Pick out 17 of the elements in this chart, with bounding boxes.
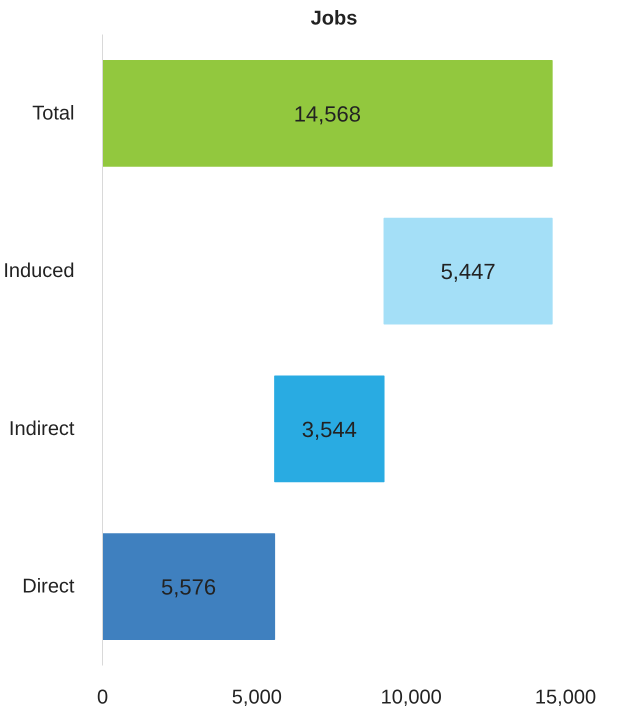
x-tick-label: 15,000 [534,686,596,708]
data-label: 14,568 [294,101,361,126]
y-tick-label: Induced [3,260,74,282]
x-tick-label: 10,000 [380,686,442,708]
y-tick-label: Total [32,102,75,124]
bar [384,218,553,324]
bar [102,533,276,640]
bar [274,376,385,482]
x-tick-label: 0 [96,686,108,708]
x-tick-label: 5,000 [232,686,282,708]
y-tick-label: Indirect [8,418,75,440]
data-label: 5,447 [440,259,496,284]
data-label: 3,544 [302,416,357,442]
bar [102,60,553,167]
y-tick-label: Direct [22,576,75,598]
chart-title: Jobs [310,8,358,30]
data-label: 5,576 [161,574,216,600]
